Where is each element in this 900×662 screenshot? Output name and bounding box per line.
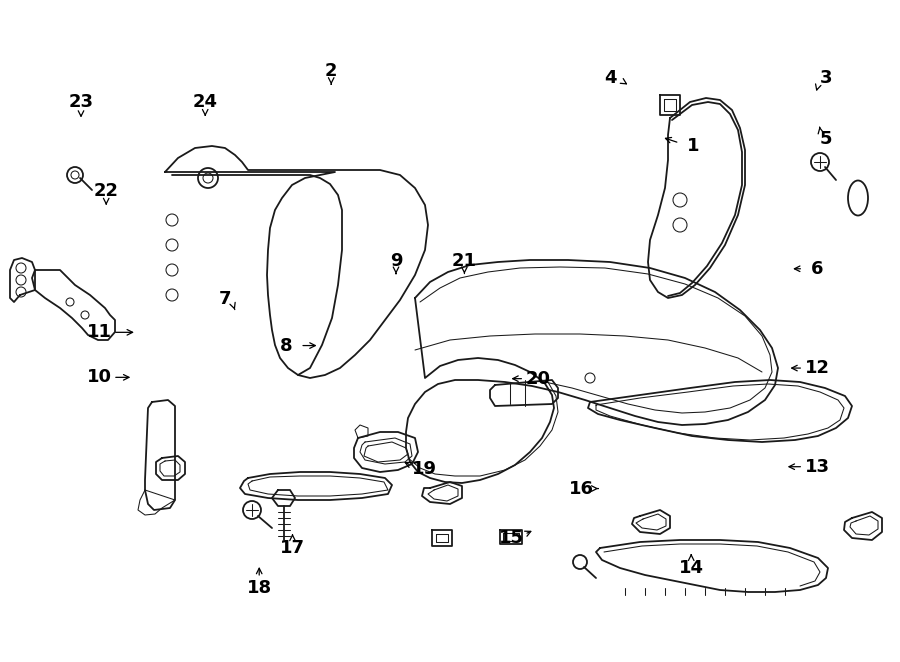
Text: 19: 19	[412, 459, 437, 478]
Text: 8: 8	[280, 336, 292, 355]
Text: 18: 18	[247, 579, 272, 597]
Text: 9: 9	[390, 252, 402, 270]
Text: 6: 6	[811, 260, 824, 278]
Text: 11: 11	[86, 323, 112, 342]
Text: 4: 4	[604, 69, 617, 87]
Text: 14: 14	[679, 559, 704, 577]
Text: 7: 7	[219, 290, 231, 308]
Text: 5: 5	[820, 130, 832, 148]
Text: 22: 22	[94, 181, 119, 200]
Text: 20: 20	[526, 369, 551, 388]
Text: 15: 15	[499, 528, 524, 547]
Text: 10: 10	[86, 368, 112, 387]
Text: 24: 24	[193, 93, 218, 111]
Text: 17: 17	[280, 539, 305, 557]
Text: 3: 3	[820, 69, 832, 87]
Text: 23: 23	[68, 93, 94, 111]
Text: 1: 1	[687, 136, 699, 155]
Text: 16: 16	[569, 479, 594, 498]
Text: 13: 13	[805, 457, 830, 476]
Text: 2: 2	[325, 62, 338, 81]
Text: 21: 21	[452, 252, 477, 270]
Text: 12: 12	[805, 359, 830, 377]
